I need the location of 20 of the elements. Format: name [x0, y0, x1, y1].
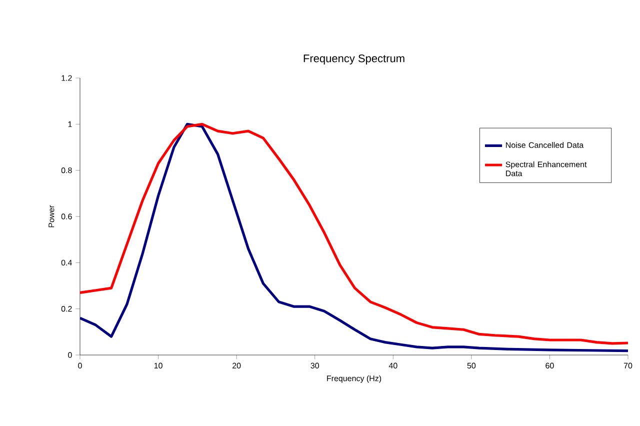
y-tick-label: 0.6 — [61, 214, 72, 220]
legend-label: Noise Cancelled Data — [506, 142, 584, 148]
y-tick-label: 1.2 — [62, 75, 72, 81]
y-tick-label: 0.8 — [61, 168, 72, 174]
x-tick-label: 50 — [467, 362, 476, 368]
x-tick-label: 40 — [388, 362, 398, 368]
x-tick-label: 10 — [154, 362, 162, 368]
y-tick-label: 0 — [68, 352, 72, 358]
y-axis-title: Power — [48, 205, 54, 228]
chart-title: Frequency Spectrum — [304, 54, 404, 64]
x-tick-label: 20 — [232, 362, 241, 368]
x-tick-label: 30 — [310, 362, 319, 368]
x-tick-label: 0 — [78, 362, 82, 368]
x-axis-title: Frequency (Hz) — [327, 375, 382, 383]
y-tick-label: 0.4 — [61, 260, 72, 266]
x-tick-label: 60 — [546, 362, 554, 368]
y-tick-label: 0.2 — [61, 306, 72, 312]
legend-label: Spectral Enhancement Data — [506, 161, 587, 176]
x-tick-label: 70 — [624, 362, 632, 368]
y-tick-label: 1 — [68, 121, 72, 127]
